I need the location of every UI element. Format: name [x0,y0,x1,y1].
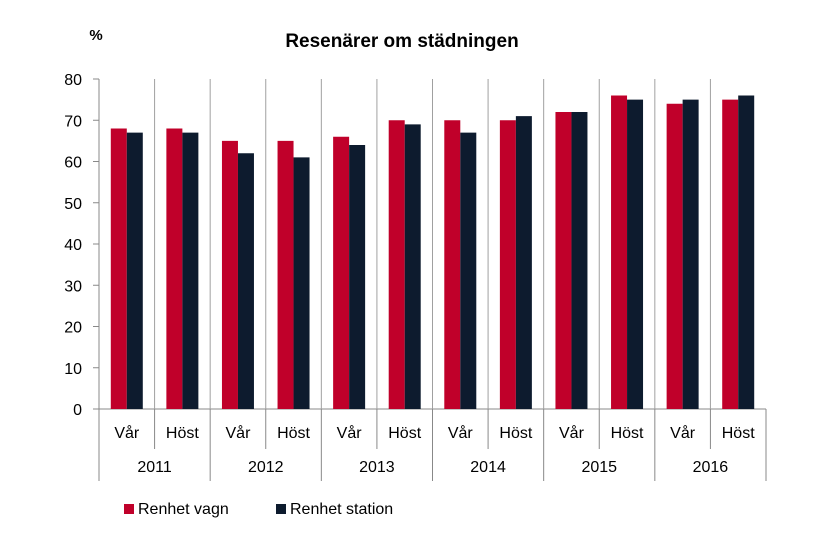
bar-renhet-vagn [611,95,628,409]
y-tick-label: 70 [64,113,82,130]
x-year-label: 2013 [359,459,395,476]
x-category-label: Vår [226,424,252,442]
y-tick-label: 80 [64,72,82,89]
bar-renhet-vagn [333,136,350,409]
bar-renhet-station [404,124,421,409]
x-year-label: 2014 [470,459,506,476]
y-axis-unit-label: % [89,27,102,44]
x-year-label: 2015 [581,459,617,476]
bar-renhet-vagn [499,120,516,409]
bar-renhet-vagn [277,140,294,409]
bar-renhet-station [738,95,755,409]
x-category-label: Höst [722,425,755,442]
y-tick-label: 10 [64,361,82,378]
chart-marks: 0 10 20 30 40 50 60 70 80 Vår Höst Vår Höst Vår Höst Vå… [64,72,767,518]
x-category-label: Höst [499,425,532,442]
legend-label: Renhet vagn [138,501,229,518]
bar-renhet-station [293,157,310,409]
y-tick-label: 50 [64,196,82,213]
bar-renhet-vagn [221,140,238,409]
y-tick-label: 60 [64,155,82,172]
y-tick-label: 30 [64,278,82,295]
bar-renhet-vagn [555,112,572,409]
legend-swatch [276,504,286,514]
x-category-label: Vår [337,424,363,442]
bar-renhet-station [126,132,143,409]
y-tick-label: 0 [73,402,82,419]
x-year-label: 2011 [137,459,172,476]
x-category-label: Vår [670,424,696,442]
x-year-label: 2016 [693,459,729,476]
bar-renhet-vagn [722,99,739,409]
bar-renhet-station [682,99,699,409]
bar-renhet-vagn [166,128,183,409]
bar-renhet-station [349,145,366,409]
bar-renhet-station [182,132,199,409]
x-category-label: Höst [611,425,644,442]
x-category-label: Höst [277,425,310,442]
y-tick-label: 40 [64,237,82,254]
bar-renhet-vagn [388,120,405,409]
x-category-label: Höst [388,425,421,442]
x-category-label: Höst [166,425,199,442]
bar-renhet-station [571,112,588,409]
bar-renhet-vagn [110,128,127,409]
x-category-label: Vår [114,424,140,442]
legend-label: Renhet station [290,501,393,518]
bar-renhet-station [460,132,477,409]
bar-renhet-vagn [444,120,461,409]
x-year-label: 2012 [248,459,284,476]
bar-renhet-station [237,153,254,409]
chart-title: Resenärer om städningen [285,31,518,52]
legend-swatch [124,504,134,514]
bar-renhet-station [515,116,532,409]
x-category-label: Vår [448,424,474,442]
bar-renhet-station [627,99,644,409]
y-tick-label: 20 [64,320,82,337]
x-category-label: Vår [559,424,585,442]
bar-renhet-vagn [666,103,683,409]
